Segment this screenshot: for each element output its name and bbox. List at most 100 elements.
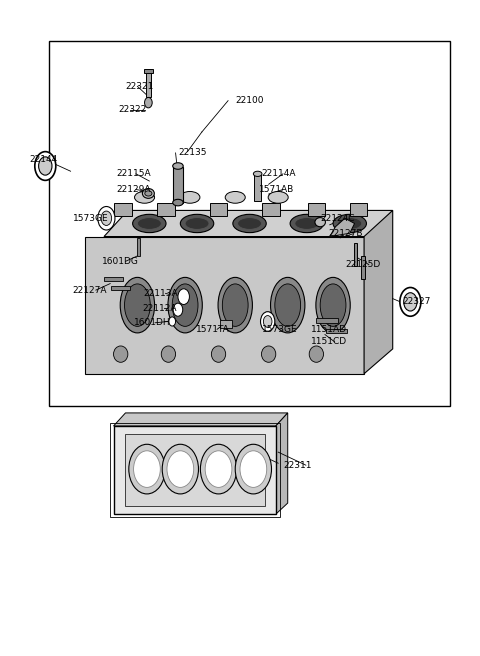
Ellipse shape <box>124 284 150 327</box>
Ellipse shape <box>295 218 319 230</box>
Bar <box>354 243 358 266</box>
Polygon shape <box>104 211 393 237</box>
Text: 1601DH: 1601DH <box>134 318 171 327</box>
Polygon shape <box>330 218 355 237</box>
Ellipse shape <box>268 192 288 203</box>
Bar <box>111 286 130 290</box>
Circle shape <box>38 157 52 175</box>
Text: 1571TA: 1571TA <box>196 325 230 334</box>
Ellipse shape <box>211 346 226 362</box>
Text: 1571AB: 1571AB <box>259 185 294 194</box>
Bar <box>210 203 227 216</box>
Circle shape <box>261 312 275 331</box>
Polygon shape <box>364 211 393 374</box>
Polygon shape <box>124 434 265 506</box>
Text: 22135: 22135 <box>178 148 206 157</box>
Text: 22127B: 22127B <box>329 230 363 238</box>
Circle shape <box>101 211 112 226</box>
Bar <box>137 238 140 256</box>
Circle shape <box>167 451 194 487</box>
Text: 22100: 22100 <box>235 96 264 105</box>
Bar <box>220 320 232 328</box>
Text: 1601DG: 1601DG <box>102 257 139 266</box>
Bar <box>110 422 280 518</box>
Ellipse shape <box>145 191 152 196</box>
Polygon shape <box>85 237 364 374</box>
Text: 22125D: 22125D <box>345 260 380 269</box>
Ellipse shape <box>172 284 198 327</box>
Ellipse shape <box>262 346 276 362</box>
Ellipse shape <box>338 218 362 230</box>
Circle shape <box>400 287 421 316</box>
Text: 22112A: 22112A <box>142 304 177 313</box>
Ellipse shape <box>253 171 262 176</box>
Ellipse shape <box>114 346 128 362</box>
Ellipse shape <box>290 215 324 233</box>
Circle shape <box>35 152 56 180</box>
Text: 22114A: 22114A <box>262 169 296 178</box>
Ellipse shape <box>271 277 305 333</box>
Ellipse shape <box>316 277 350 333</box>
Bar <box>326 329 348 333</box>
Ellipse shape <box>180 192 200 203</box>
Text: 22127A: 22127A <box>72 285 107 295</box>
Text: 22311: 22311 <box>283 461 312 470</box>
Circle shape <box>240 451 267 487</box>
Text: 22124C: 22124C <box>320 214 355 223</box>
Bar <box>361 256 365 279</box>
Ellipse shape <box>309 346 324 362</box>
Ellipse shape <box>225 192 245 203</box>
Ellipse shape <box>173 199 183 206</box>
Text: 22321: 22321 <box>125 82 154 91</box>
Text: 22113A: 22113A <box>144 289 178 298</box>
Circle shape <box>200 444 237 494</box>
Ellipse shape <box>238 218 262 230</box>
Circle shape <box>169 317 176 326</box>
Polygon shape <box>114 413 288 426</box>
Circle shape <box>178 289 190 304</box>
Circle shape <box>129 444 165 494</box>
Text: 22322: 22322 <box>118 106 146 114</box>
Circle shape <box>404 293 417 311</box>
Ellipse shape <box>320 284 346 327</box>
Ellipse shape <box>168 277 202 333</box>
Polygon shape <box>276 413 288 514</box>
Ellipse shape <box>275 284 300 327</box>
Bar <box>144 70 153 73</box>
Bar <box>115 203 132 216</box>
Ellipse shape <box>173 163 183 169</box>
Circle shape <box>144 97 152 108</box>
Ellipse shape <box>161 346 176 362</box>
Text: 1151AD: 1151AD <box>311 325 347 334</box>
Text: 1573GE: 1573GE <box>73 214 108 223</box>
Text: 22327: 22327 <box>402 297 431 306</box>
Ellipse shape <box>333 215 366 233</box>
Bar <box>146 72 151 97</box>
Bar <box>350 203 367 216</box>
Circle shape <box>264 316 272 327</box>
Bar <box>104 277 123 281</box>
Bar <box>49 41 450 406</box>
Text: 22129A: 22129A <box>116 185 150 194</box>
Bar <box>316 318 338 323</box>
Ellipse shape <box>120 277 155 333</box>
Ellipse shape <box>315 218 325 227</box>
Bar <box>157 203 175 216</box>
Circle shape <box>98 207 115 230</box>
Bar <box>263 203 280 216</box>
Circle shape <box>133 451 160 487</box>
Circle shape <box>205 451 232 487</box>
Text: 22144: 22144 <box>29 155 57 164</box>
Circle shape <box>162 444 199 494</box>
Ellipse shape <box>222 284 248 327</box>
Ellipse shape <box>134 192 155 203</box>
Ellipse shape <box>218 277 252 333</box>
Text: 22115A: 22115A <box>116 169 151 178</box>
Ellipse shape <box>233 215 266 233</box>
Bar <box>114 426 276 514</box>
Ellipse shape <box>185 218 209 230</box>
Ellipse shape <box>143 188 155 198</box>
Ellipse shape <box>180 215 214 233</box>
Bar <box>254 174 262 201</box>
Circle shape <box>235 444 272 494</box>
